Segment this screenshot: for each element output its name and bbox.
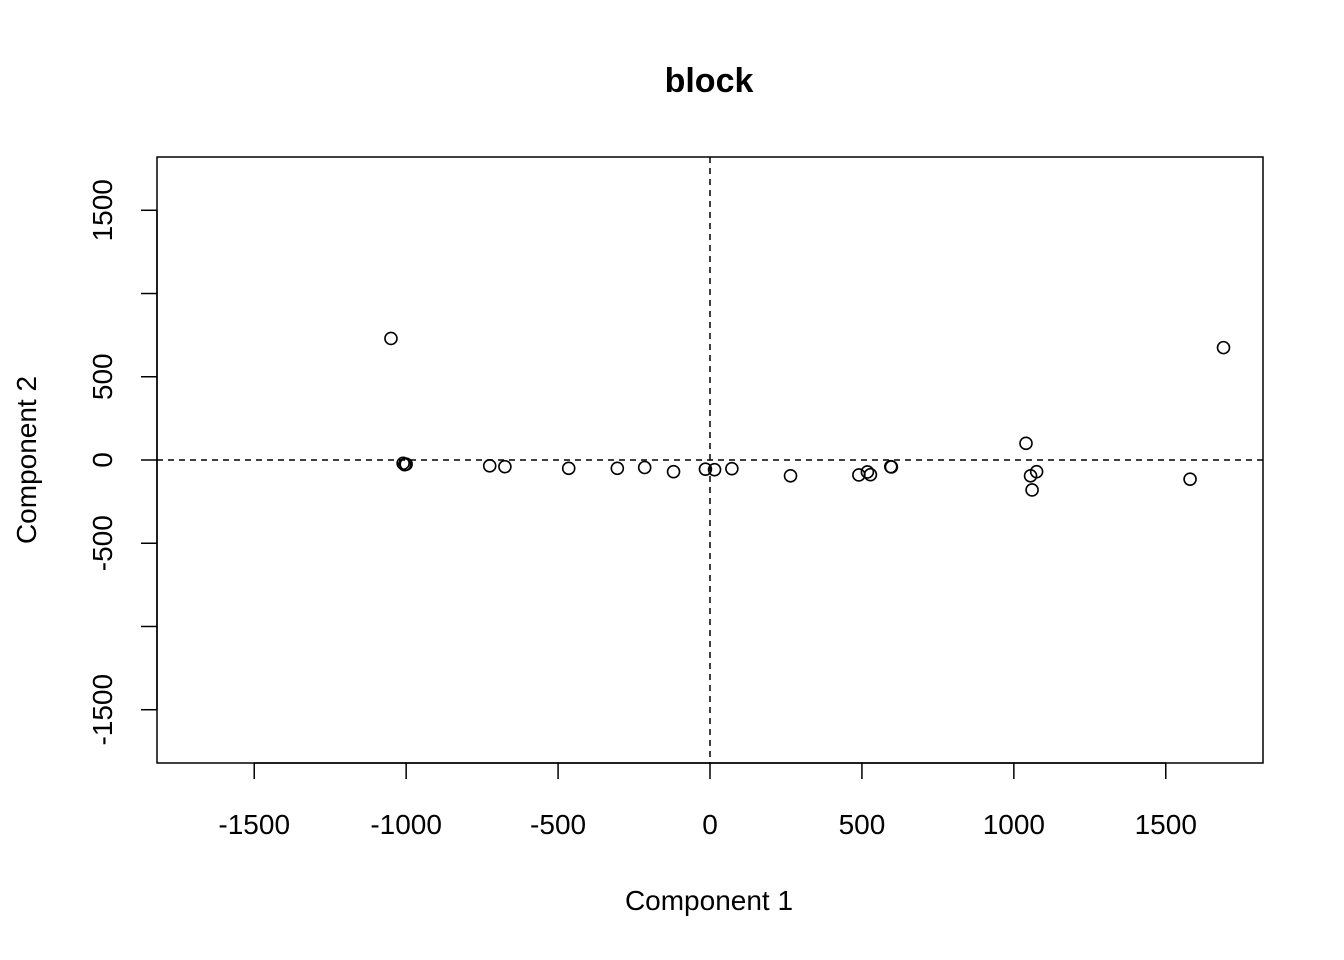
data-point [666, 464, 681, 479]
data-point [384, 331, 398, 346]
data-point [884, 460, 899, 474]
x-tick-label: -1000 [370, 809, 442, 840]
x-tick-label: 1500 [1135, 809, 1197, 840]
data-point [1183, 472, 1197, 486]
y-axis: -1500 -500 0 500 1500 [87, 179, 158, 746]
y-tick-label: 0 [87, 452, 118, 468]
data-point [610, 461, 625, 476]
data-point [863, 467, 878, 482]
x-tick-label: 500 [839, 809, 886, 840]
y-tick-label: 1500 [87, 179, 118, 241]
data-point [698, 462, 713, 476]
chart-title: block [665, 62, 754, 100]
data-point [498, 459, 512, 474]
x-tick-label: 0 [702, 809, 718, 840]
y-axis-label: Component 2 [11, 376, 42, 544]
data-point [1029, 464, 1044, 479]
x-tick-label: 1000 [983, 809, 1045, 840]
data-points [384, 331, 1231, 497]
data-point [707, 462, 722, 477]
y-tick-label: 500 [87, 353, 118, 400]
data-point [1216, 340, 1231, 355]
data-point [637, 460, 652, 475]
x-tick-label: -1500 [218, 809, 290, 840]
data-point [725, 461, 739, 476]
data-point [561, 461, 576, 476]
x-axis: -1500 -1000 -500 0 500 1000 1500 [218, 762, 1197, 840]
y-tick-label: -500 [87, 515, 118, 571]
x-tick-label: -500 [530, 809, 586, 840]
data-point [482, 459, 497, 473]
data-point [860, 465, 875, 479]
data-point [1019, 436, 1033, 451]
y-tick-label: -1500 [87, 674, 118, 746]
data-point [783, 469, 798, 483]
data-point [1025, 483, 1039, 497]
data-point [397, 457, 412, 472]
x-axis-label: Component 1 [625, 885, 793, 916]
